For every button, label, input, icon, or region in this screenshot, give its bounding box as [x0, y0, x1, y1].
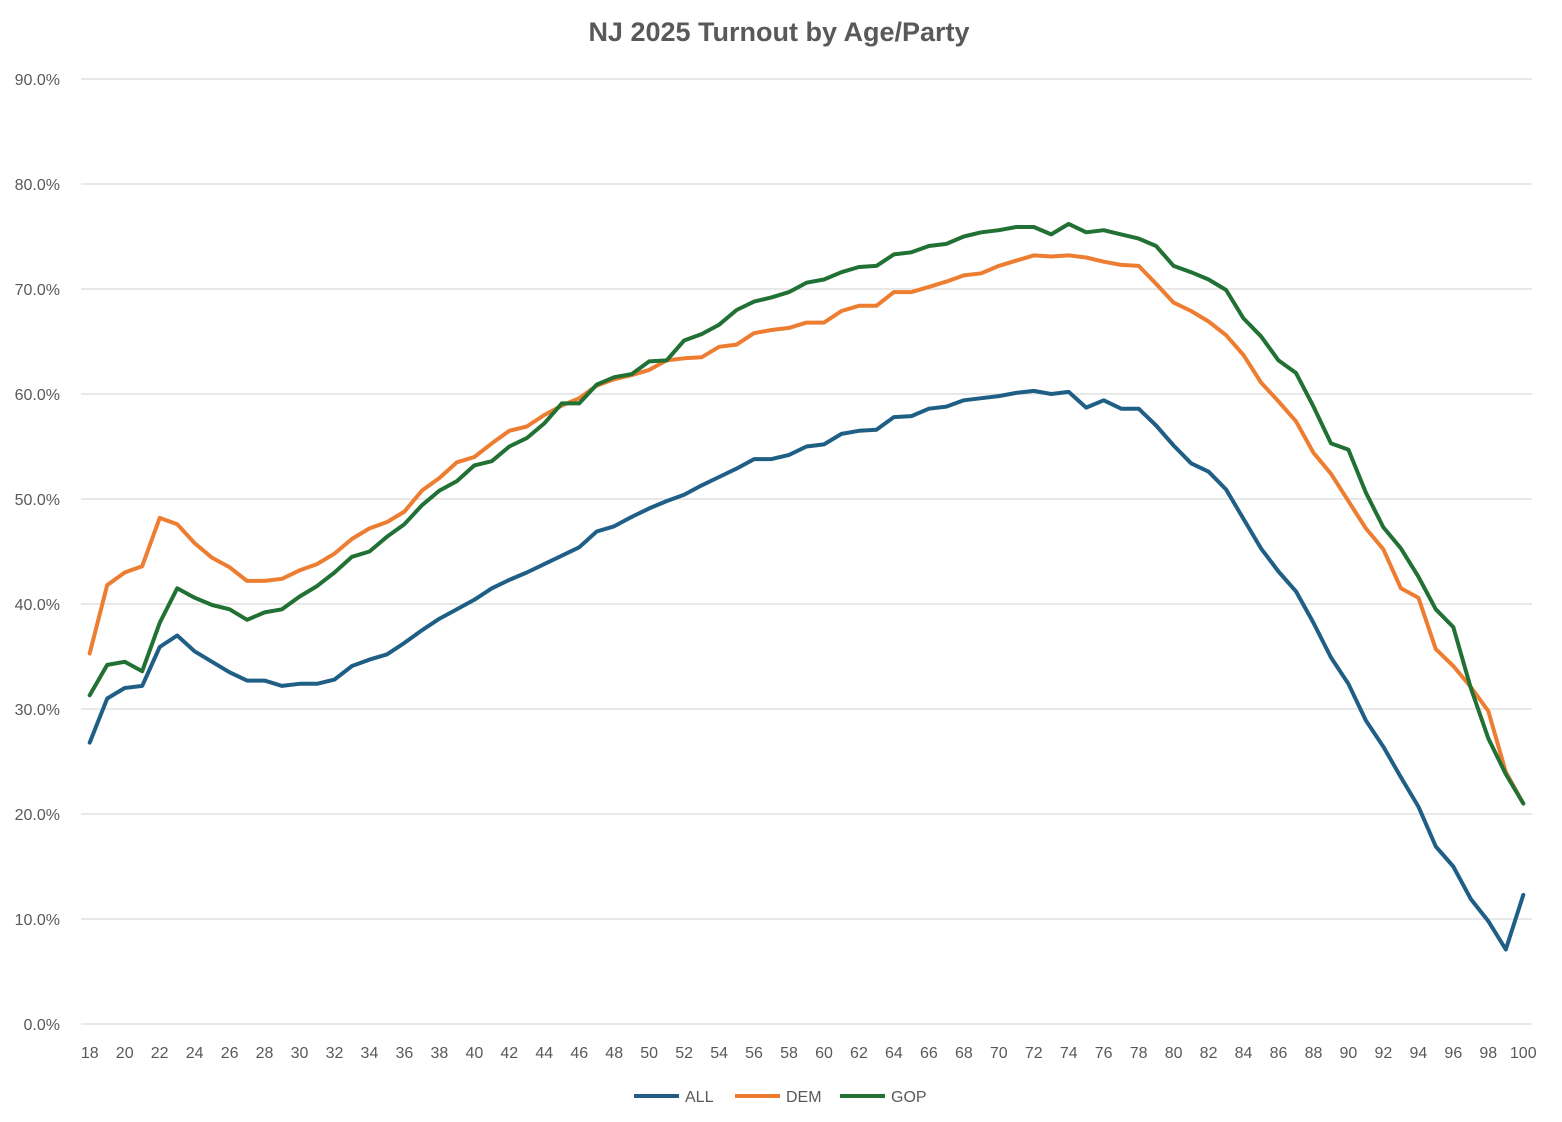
y-tick-label: 30.0% [15, 702, 60, 719]
x-tick-label: 20 [116, 1045, 134, 1062]
x-tick-label: 36 [396, 1045, 414, 1062]
x-tick-label: 84 [1235, 1045, 1253, 1062]
x-axis-ticks: 18 20 22 24 26 28 30 32 34 36 38 40 42 44 46 48 50 52 54 56… [81, 1045, 1537, 1062]
y-tick-label: 40.0% [15, 597, 60, 614]
y-tick-label: 80.0% [15, 177, 60, 194]
x-tick-label: 42 [500, 1045, 518, 1062]
x-tick-label: 26 [221, 1045, 239, 1062]
y-tick-label: 70.0% [15, 282, 60, 299]
x-tick-label: 48 [605, 1045, 623, 1062]
x-tick-label: 58 [780, 1045, 798, 1062]
x-tick-label: 32 [326, 1045, 344, 1062]
legend: ALL DEM GOP [634, 1089, 927, 1106]
x-tick-label: 34 [361, 1045, 379, 1062]
x-tick-label: 66 [920, 1045, 938, 1062]
x-tick-label: 74 [1060, 1045, 1078, 1062]
x-tick-label: 60 [815, 1045, 833, 1062]
x-tick-label: 88 [1305, 1045, 1323, 1062]
y-tick-label: 0.0% [24, 1017, 60, 1034]
x-tick-label: 50 [640, 1045, 658, 1062]
x-tick-label: 94 [1409, 1045, 1427, 1062]
chart-title: NJ 2025 Turnout by Age/Party [588, 17, 969, 47]
x-tick-label: 78 [1130, 1045, 1148, 1062]
x-tick-label: 30 [291, 1045, 309, 1062]
gridlines [81, 78, 1532, 1025]
y-tick-label: 50.0% [15, 492, 60, 509]
legend-label-all: ALL [685, 1089, 714, 1106]
x-tick-label: 100 [1510, 1045, 1537, 1062]
series-line-dem [87, 253, 1526, 806]
x-tick-label: 56 [745, 1045, 763, 1062]
x-tick-label: 90 [1340, 1045, 1358, 1062]
x-tick-label: 80 [1165, 1045, 1183, 1062]
x-tick-label: 28 [256, 1045, 274, 1062]
x-tick-label: 98 [1479, 1045, 1497, 1062]
x-tick-label: 64 [885, 1045, 903, 1062]
x-tick-label: 52 [675, 1045, 693, 1062]
x-tick-label: 22 [151, 1045, 169, 1062]
x-tick-label: 72 [1025, 1045, 1043, 1062]
y-tick-label: 20.0% [15, 807, 60, 824]
legend-label-gop: GOP [891, 1089, 927, 1106]
legend-label-dem: DEM [786, 1089, 822, 1106]
y-tick-label: 10.0% [15, 912, 60, 929]
y-tick-label: 90.0% [15, 72, 60, 89]
x-tick-label: 86 [1270, 1045, 1288, 1062]
y-axis-ticks: 0.0% 10.0% 20.0% 30.0% 40.0% 50.0% 60.0% 70.0% 8… [15, 72, 60, 1034]
x-tick-label: 76 [1095, 1045, 1113, 1062]
series-line-all [87, 388, 1526, 952]
x-tick-label: 44 [535, 1045, 553, 1062]
y-tick-label: 60.0% [15, 387, 60, 404]
x-tick-label: 40 [465, 1045, 483, 1062]
x-tick-label: 62 [850, 1045, 868, 1062]
x-tick-label: 46 [570, 1045, 588, 1062]
x-tick-label: 82 [1200, 1045, 1218, 1062]
x-tick-label: 54 [710, 1045, 728, 1062]
x-tick-label: 38 [430, 1045, 448, 1062]
x-tick-label: 18 [81, 1045, 99, 1062]
series-line-gop [87, 221, 1526, 806]
x-tick-label: 96 [1444, 1045, 1462, 1062]
x-tick-label: 24 [186, 1045, 204, 1062]
plot-area [87, 221, 1526, 952]
x-tick-label: 92 [1375, 1045, 1393, 1062]
x-tick-label: 68 [955, 1045, 973, 1062]
x-tick-label: 70 [990, 1045, 1008, 1062]
